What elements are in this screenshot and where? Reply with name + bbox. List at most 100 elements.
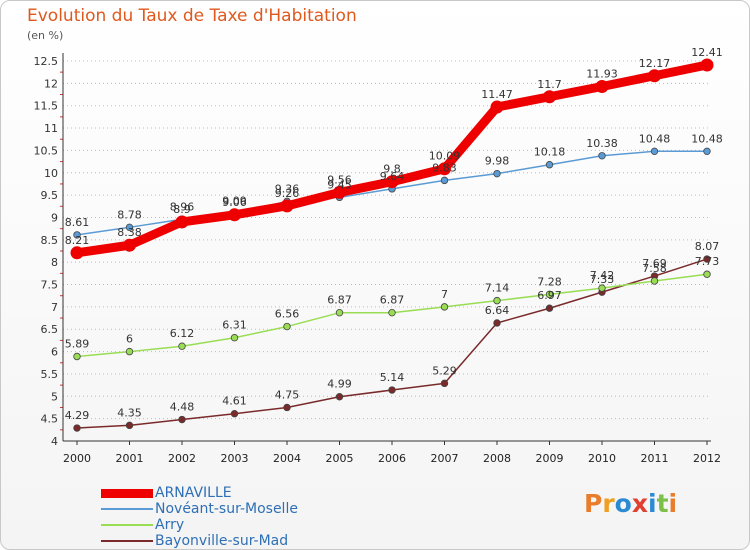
data-label: 9.26 (275, 187, 300, 200)
y-tick-label: 4 (51, 435, 58, 448)
series-group (70, 58, 714, 432)
data-label: 6.97 (537, 289, 562, 302)
y-tick-label: 9 (51, 211, 58, 224)
data-point (440, 379, 449, 388)
x-tick-label: 2011 (641, 452, 669, 465)
legend-label: ARNAVILLE (155, 485, 232, 501)
data-labels: 8.21 8.38 8.9 9.06 9.26 9.56 9.8 10.09 11.47 11.7… (65, 46, 723, 422)
data-label: 5.29 (432, 364, 457, 377)
y-tick-label: 10.5 (34, 144, 59, 157)
y-tick-label: 6 (51, 346, 58, 359)
data-point (178, 415, 186, 424)
legend-swatch (101, 488, 153, 498)
data-label: 7.28 (537, 275, 562, 288)
data-label: 8.9 (173, 203, 191, 216)
y-tick-label: 7 (51, 301, 58, 314)
data-label: 11.7 (537, 78, 562, 91)
data-point (175, 215, 189, 229)
x-tick-label: 2010 (588, 452, 616, 465)
data-point (283, 403, 291, 412)
legend-swatch (101, 508, 153, 510)
y-tick-label: 10 (44, 167, 58, 180)
data-point (650, 277, 659, 285)
series-arnaville (70, 58, 714, 260)
data-label: 10.38 (586, 137, 618, 150)
data-label: 7.73 (695, 255, 720, 268)
data-label: 10.48 (639, 132, 671, 145)
data-point (335, 393, 344, 401)
y-tick-label: 12.5 (34, 55, 59, 68)
data-label: 7 (441, 288, 448, 301)
data-point (700, 58, 714, 72)
x-tick-label: 2009 (536, 452, 564, 465)
y-tick-label: 11 (44, 122, 58, 135)
data-point (648, 69, 661, 83)
x-tick-label: 2006 (378, 452, 406, 465)
data-label: 8.61 (65, 216, 90, 229)
x-tick-label: 2004 (273, 452, 301, 465)
y-tick-label: 5.5 (41, 368, 59, 381)
data-point (70, 246, 84, 260)
data-point (228, 208, 241, 222)
y-tick-label: 12 (44, 77, 58, 90)
data-label: 9.98 (485, 155, 510, 168)
x-tick-label: 2012 (693, 452, 721, 465)
data-label: 11.47 (481, 88, 513, 101)
data-label: 9.83 (432, 161, 457, 174)
data-point (545, 161, 554, 169)
data-label: 4.61 (222, 395, 247, 408)
data-label: 9.36 (275, 182, 300, 195)
x-tick-label: 2003 (221, 452, 249, 465)
legend-label: Arry (155, 517, 185, 533)
data-point (178, 342, 186, 350)
data-label: 6.12 (170, 327, 195, 340)
data-label: 4.48 (170, 401, 195, 414)
data-label: 8.07 (695, 240, 720, 253)
data-label: 5.89 (65, 338, 90, 351)
y-tick-label: 4.5 (41, 413, 59, 426)
data-label: 4.75 (275, 388, 300, 401)
data-point (73, 424, 81, 432)
data-point (73, 352, 81, 361)
chart-title: Evolution du Taux de Taxe d'Habitation (27, 6, 357, 26)
data-label: 4.29 (65, 409, 90, 422)
logo-letter: t (656, 489, 669, 518)
data-point (703, 255, 711, 263)
data-label: 7.69 (642, 257, 667, 270)
data-label: 7.33 (590, 273, 615, 286)
x-tick-label: 2005 (326, 452, 354, 465)
data-point (280, 199, 294, 213)
data-point (388, 308, 396, 317)
logo-letter: i (668, 489, 678, 518)
y-tick-label: 8.5 (41, 234, 59, 247)
data-label: 8.96 (170, 200, 195, 213)
data-point (595, 79, 609, 93)
data-label: 8.38 (117, 226, 142, 239)
data-label: 9.09 (222, 194, 247, 207)
data-point (493, 296, 501, 305)
data-label: 11.93 (586, 67, 618, 80)
data-label: 9.06 (222, 196, 247, 209)
data-label: 10.09 (429, 150, 461, 163)
data-label: 7.58 (642, 262, 667, 275)
data-label: 10.48 (691, 132, 723, 145)
data-label: 7.14 (485, 282, 510, 295)
data-point (598, 284, 606, 292)
data-point (493, 169, 501, 178)
data-point (125, 421, 134, 430)
data-point (388, 386, 396, 394)
data-label: 8.78 (117, 208, 142, 221)
y-tick-label: 5 (51, 390, 58, 403)
y-tick-label: 7.5 (41, 279, 59, 292)
y-tick-label: 9.5 (41, 189, 59, 202)
logo-letter: x (631, 489, 648, 518)
logo-letter: o (614, 489, 632, 518)
data-label: 9.56 (327, 173, 352, 186)
legend-swatch (101, 524, 153, 526)
data-point (73, 231, 81, 239)
data-point (545, 304, 554, 312)
data-label: 6 (126, 333, 133, 346)
data-label: 6.64 (485, 304, 510, 317)
